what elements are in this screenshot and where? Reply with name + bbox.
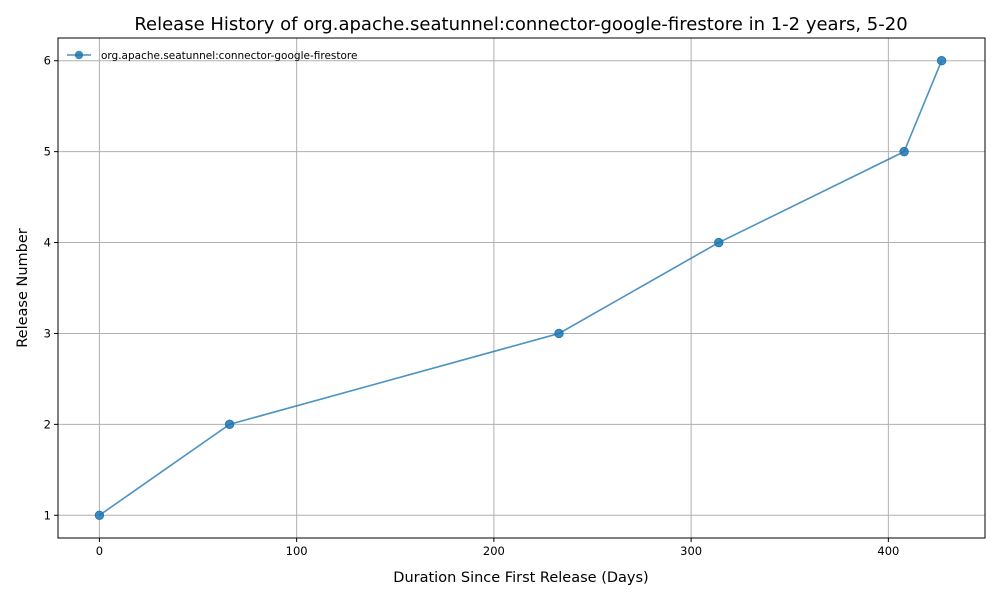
y-axis-ticks: 1 2 3 4 5 6	[44, 54, 58, 522]
data-point	[554, 328, 564, 339]
data-point	[899, 146, 909, 157]
legend: org.apache.seatunnel:connector-google-fi…	[67, 50, 357, 62]
legend-marker	[74, 50, 84, 60]
chart-title: Release History of org.apache.seatunnel:…	[134, 14, 907, 35]
x-tick-label: 0	[96, 544, 103, 558]
y-tick-label: 6	[44, 54, 51, 68]
data-point	[224, 419, 235, 430]
x-axis-ticks: 0 100 200 300 400	[96, 538, 899, 558]
y-tick-label: 3	[44, 326, 51, 340]
y-tick-label: 5	[44, 145, 51, 159]
x-tick-label: 200	[483, 544, 505, 558]
x-axis-title: Duration Since First Release (Days)	[393, 570, 648, 586]
x-tick-label: 100	[286, 544, 308, 558]
y-tick-label: 2	[44, 417, 51, 431]
data-point	[94, 510, 105, 520]
y-tick-label: 4	[44, 236, 51, 250]
grid-lines	[58, 38, 985, 538]
series-layer	[94, 56, 947, 520]
y-tick-label: 1	[44, 508, 51, 522]
plot-frame	[57, 37, 986, 539]
y-axis-title: Release Number	[15, 228, 31, 348]
x-tick-label: 400	[877, 544, 899, 558]
series-line	[98, 60, 943, 516]
data-point	[714, 237, 724, 248]
legend-label: org.apache.seatunnel:connector-google-fi…	[101, 50, 357, 62]
data-point	[936, 56, 947, 66]
x-tick-label: 300	[680, 544, 702, 558]
